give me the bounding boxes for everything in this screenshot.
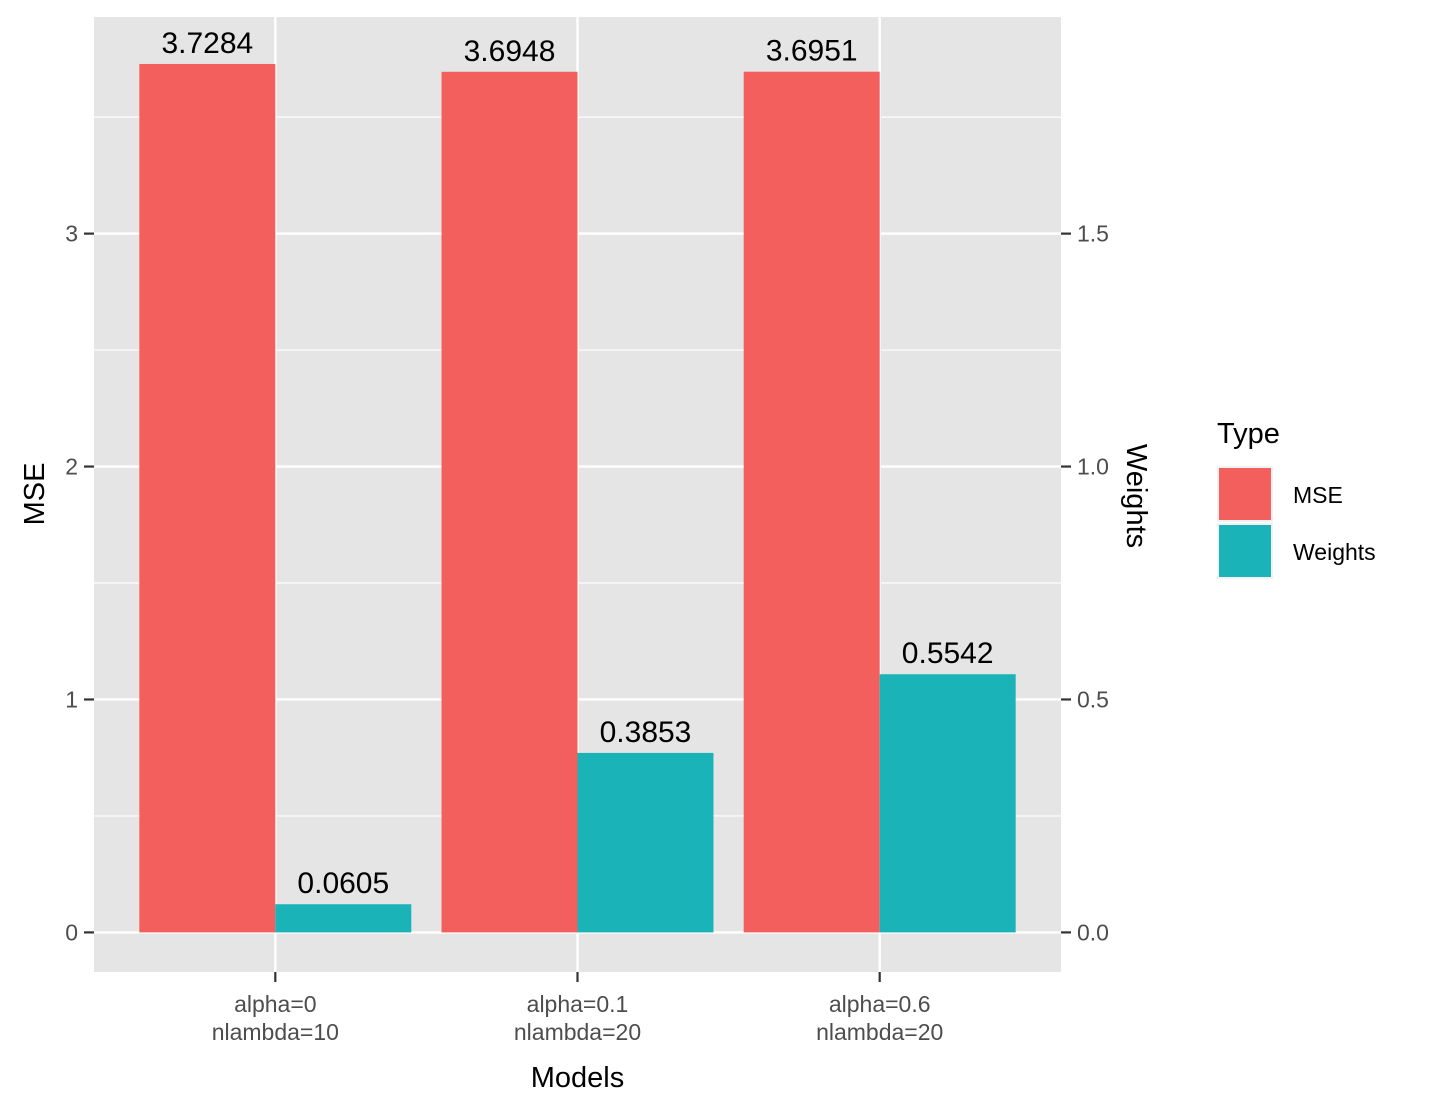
bar-weights (577, 752, 714, 933)
legend: Type MSE Weights (1217, 418, 1376, 579)
legend-swatch-weights (1219, 525, 1271, 577)
legend-items: MSE Weights (1217, 466, 1376, 579)
x-tick-label: alpha=0.6 (829, 991, 931, 1017)
y-tick-label: 3 (65, 221, 78, 247)
legend-label: Weights (1293, 539, 1376, 565)
bar-weights (275, 904, 412, 933)
bar-label: 0.0605 (297, 867, 389, 900)
y-tick-label: 0 (65, 919, 78, 945)
y-tick-label: 2 (65, 454, 78, 480)
y-axis-title: MSE (19, 463, 51, 526)
bar-label: 3.7284 (161, 27, 253, 60)
y-axis-right: 0.0 0.5 1.0 1.5 (1061, 221, 1109, 945)
bar-label: 0.5542 (902, 637, 994, 670)
x-tick-label: alpha=0.1 (527, 991, 629, 1017)
bar-weights (879, 674, 1016, 933)
bar-mse (139, 63, 276, 933)
bar-labels: 3.7284 3.6948 3.6951 0.0605 0.3853 0.5542 (161, 27, 993, 900)
y-axis-left: 0 1 2 3 (65, 221, 94, 945)
bar-label: 0.3853 (600, 716, 692, 749)
y-right-tick-label: 0.5 (1077, 686, 1109, 712)
x-axis: alpha=0nlambda=10alpha=0.1nlambda=20alph… (212, 972, 943, 1045)
legend-label: MSE (1293, 482, 1343, 508)
y-right-tick-label: 1.0 (1077, 454, 1109, 480)
y-tick-label: 1 (65, 686, 78, 712)
y-right-tick-label: 1.5 (1077, 221, 1109, 247)
bar-mse (441, 71, 578, 933)
legend-swatch-mse (1219, 468, 1271, 520)
x-axis-title: Models (531, 1062, 625, 1094)
bars (139, 63, 1016, 933)
bar-mse (743, 71, 880, 933)
bar-label: 3.6948 (464, 35, 556, 68)
y-axis-right-title: Weights (1120, 444, 1152, 548)
x-tick-label: nlambda=20 (514, 1019, 641, 1045)
legend-title: Type (1217, 418, 1280, 450)
y-right-tick-label: 0.0 (1077, 919, 1109, 945)
bar-label: 3.6951 (766, 35, 858, 68)
x-tick-label: nlambda=20 (816, 1019, 943, 1045)
x-tick-label: nlambda=10 (212, 1019, 339, 1045)
x-tick-label: alpha=0 (234, 991, 317, 1017)
